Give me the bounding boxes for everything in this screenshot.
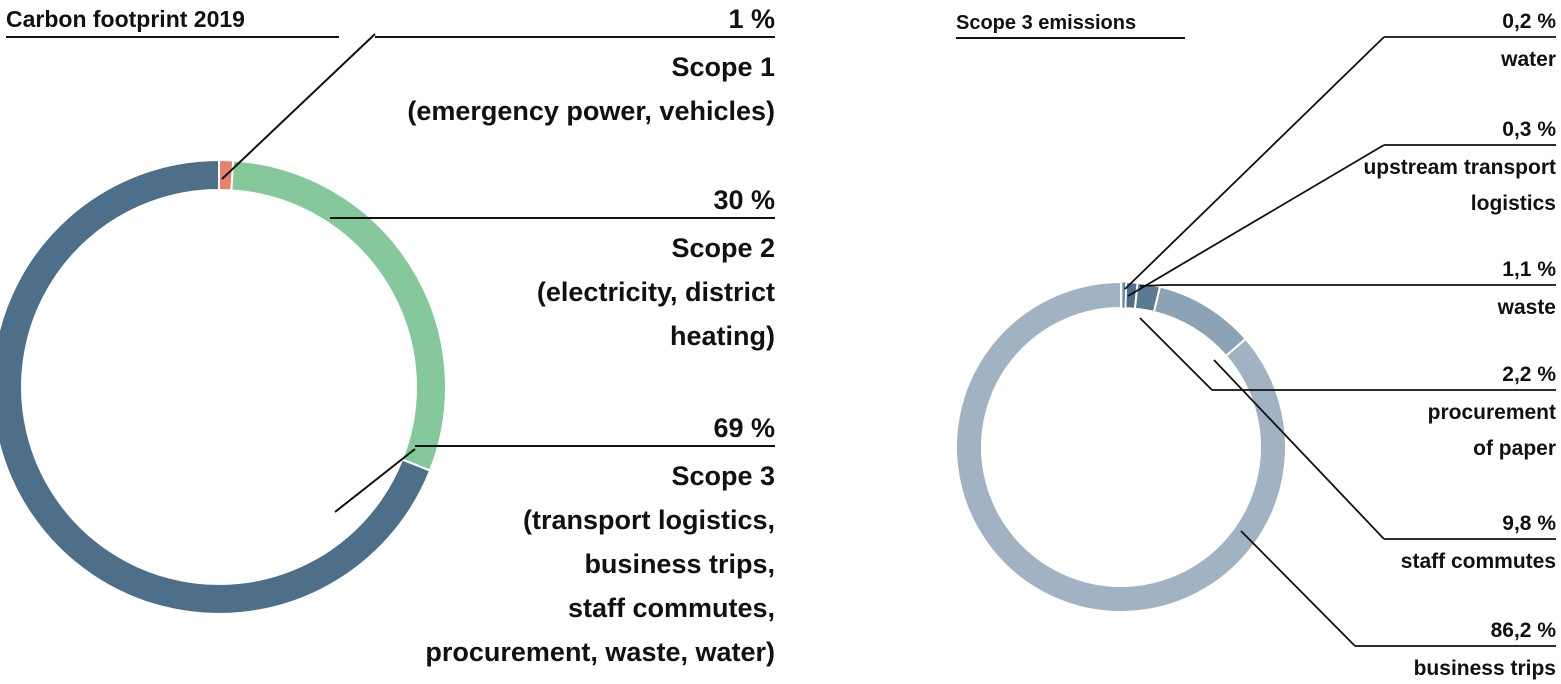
chart-2-category-label: water bbox=[1500, 48, 1556, 71]
chart-1-leader-line bbox=[334, 448, 416, 513]
chart-1-category-label: (emergency power, vehicles) bbox=[407, 96, 775, 126]
chart-2-category-label: waste bbox=[1497, 296, 1556, 319]
chart-1-category-label: (electricity, district bbox=[537, 277, 775, 307]
chart-2-category-label: procurement bbox=[1428, 401, 1556, 424]
chart-1-category-label: Scope 1 bbox=[671, 52, 775, 82]
chart-2-value-label: 9,8 % bbox=[1502, 512, 1556, 535]
chart-2-category-label: upstream transport bbox=[1363, 156, 1556, 179]
chart-2-leader-line bbox=[1124, 36, 1385, 290]
chart-2-category-label: logistics bbox=[1471, 192, 1556, 215]
chart-1-title: Carbon footprint 2019 bbox=[6, 6, 245, 32]
chart-2-slice-business-trips bbox=[955, 280, 1288, 613]
chart-2-leader-line bbox=[1139, 284, 1167, 287]
chart-1-value-label: 69 % bbox=[713, 413, 775, 443]
chart-1-category-label: staff commutes, bbox=[568, 593, 775, 623]
chart-1-category-label: heating) bbox=[670, 321, 775, 351]
chart-1-category-label: business trips, bbox=[584, 549, 775, 579]
chart-2-category-label: of paper bbox=[1473, 437, 1556, 460]
chart-1-value-label: 30 % bbox=[713, 185, 775, 215]
chart-1-category-label: Scope 2 bbox=[671, 233, 775, 263]
chart-1-category-label: Scope 3 bbox=[671, 461, 775, 491]
chart-2-value-label: 0,2 % bbox=[1502, 10, 1556, 33]
chart-2-value-label: 0,3 % bbox=[1502, 118, 1556, 141]
chart-1-leader-line bbox=[221, 33, 376, 180]
chart-2-leader-line bbox=[1127, 144, 1385, 297]
chart-1-value-label: 1 % bbox=[728, 4, 775, 34]
chart-1-category-label: procurement, waste, water) bbox=[425, 637, 775, 667]
chart-2-value-label: 2,2 % bbox=[1502, 363, 1556, 386]
chart-2-title: Scope 3 emissions bbox=[956, 12, 1136, 34]
chart-2-leader-line bbox=[1240, 530, 1356, 647]
chart-1-category-label: (transport logistics, bbox=[523, 505, 775, 535]
chart-2-value-label: 86,2 % bbox=[1491, 619, 1557, 642]
chart-2-leader-line bbox=[1213, 359, 1385, 540]
chart-2-value-label: 1,1 % bbox=[1502, 258, 1556, 281]
chart-2-leader-line bbox=[1139, 317, 1213, 391]
chart-1-slice-scope-3 bbox=[0, 158, 432, 615]
chart-2-category-label: staff commutes bbox=[1401, 550, 1556, 573]
chart-2-category-label: business trips bbox=[1414, 657, 1556, 680]
chart-1-slice-scope-2 bbox=[230, 159, 447, 472]
